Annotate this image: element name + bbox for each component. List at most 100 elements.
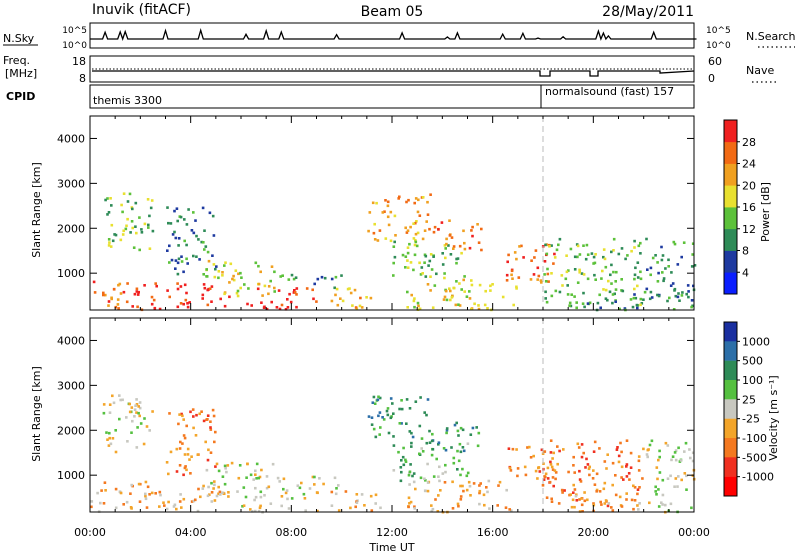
echo-cell (392, 274, 395, 277)
echo-cell (277, 289, 281, 292)
echo-cell (604, 288, 608, 292)
echo-cell (544, 280, 548, 283)
echo-cell (414, 221, 417, 225)
echo-cell (538, 470, 542, 473)
echo-cell (628, 478, 631, 481)
echo-cell (567, 470, 570, 474)
echo-cell (370, 509, 374, 512)
echo-cell (427, 264, 430, 267)
echo-cell (533, 256, 536, 259)
echo-cell (180, 412, 183, 416)
echo-cell (611, 293, 615, 296)
echo-cell (255, 462, 259, 466)
echo-cell (254, 486, 257, 490)
echo-cell (651, 256, 655, 260)
echo-cell (642, 298, 645, 301)
colorbar-tick-label: 1000 (742, 335, 770, 348)
echo-cell (549, 439, 553, 442)
colorbar-swatch (724, 185, 737, 208)
echo-cell (687, 290, 690, 293)
echo-cell (177, 244, 180, 247)
echo-cell (515, 285, 518, 289)
echo-cell (553, 256, 557, 259)
echo-cell (173, 230, 176, 234)
echo-cell (578, 469, 581, 473)
echo-cell (251, 510, 254, 513)
echo-cell (586, 498, 589, 502)
echo-cell (433, 225, 437, 229)
echo-cell (657, 271, 660, 275)
echo-cell (690, 305, 693, 309)
echo-cell (204, 440, 207, 444)
echo-cell (227, 491, 230, 494)
echo-cell (386, 407, 390, 410)
echo-cell (371, 401, 375, 404)
echo-cell (632, 484, 635, 488)
echo-cell (565, 254, 568, 257)
echo-cell (207, 485, 210, 489)
echo-cell (673, 485, 676, 488)
echo-cell (240, 276, 243, 279)
echo-cell (685, 474, 688, 478)
echo-cell (108, 431, 111, 435)
echo-cell (673, 242, 677, 246)
echo-cell (633, 287, 636, 291)
echo-cell (211, 408, 215, 412)
echo-cell (214, 267, 217, 271)
echo-cell (135, 403, 139, 406)
echo-cell (250, 304, 253, 307)
echo-cell (109, 197, 112, 200)
echo-cell (473, 302, 476, 306)
echo-cell (353, 288, 357, 292)
echo-cell (278, 480, 281, 483)
echo-cell (639, 270, 642, 274)
echo-cell (470, 229, 473, 232)
echo-cell (228, 281, 231, 284)
echo-cell (416, 210, 420, 214)
echo-cell (389, 210, 393, 214)
echo-cell (414, 240, 418, 244)
echo-cell (661, 503, 664, 506)
echo-cell (270, 265, 274, 268)
echo-cell (214, 465, 217, 468)
echo-cell (469, 494, 472, 497)
echo-cell (534, 469, 538, 473)
echo-cell (676, 485, 679, 488)
echo-cell (449, 289, 452, 293)
echo-cell (370, 416, 374, 419)
echo-cell (405, 231, 409, 234)
echo-cell (334, 275, 338, 279)
echo-cell (648, 443, 652, 447)
echo-cell (284, 308, 288, 311)
echo-cell (683, 472, 687, 475)
echo-cell (109, 245, 113, 248)
echo-cell (424, 254, 428, 258)
echo-cell (179, 493, 182, 496)
echo-cell (371, 201, 375, 205)
echo-cell (420, 266, 424, 269)
echo-cell (257, 264, 260, 268)
echo-cell (269, 502, 273, 505)
echo-cell (677, 446, 680, 450)
echo-cell (243, 283, 246, 286)
velocity-echo-cells (90, 318, 696, 514)
echo-cell (397, 450, 400, 454)
echo-cell (265, 307, 269, 311)
echo-cell (275, 306, 279, 309)
echo-cell (672, 308, 676, 311)
echo-cell (443, 481, 447, 484)
echo-cell (583, 499, 587, 503)
echo-cell (186, 453, 190, 456)
echo-cell (121, 398, 124, 402)
echo-cell (337, 509, 341, 512)
echo-cell (685, 488, 688, 491)
echo-cell (536, 266, 540, 270)
echo-cell (649, 290, 653, 294)
echo-cell (254, 261, 258, 265)
echo-cell (455, 280, 458, 283)
echo-cell (197, 238, 200, 241)
echo-cell (469, 433, 473, 436)
echo-cell (282, 477, 286, 481)
echo-cell (134, 201, 138, 205)
echo-cell (108, 436, 111, 440)
